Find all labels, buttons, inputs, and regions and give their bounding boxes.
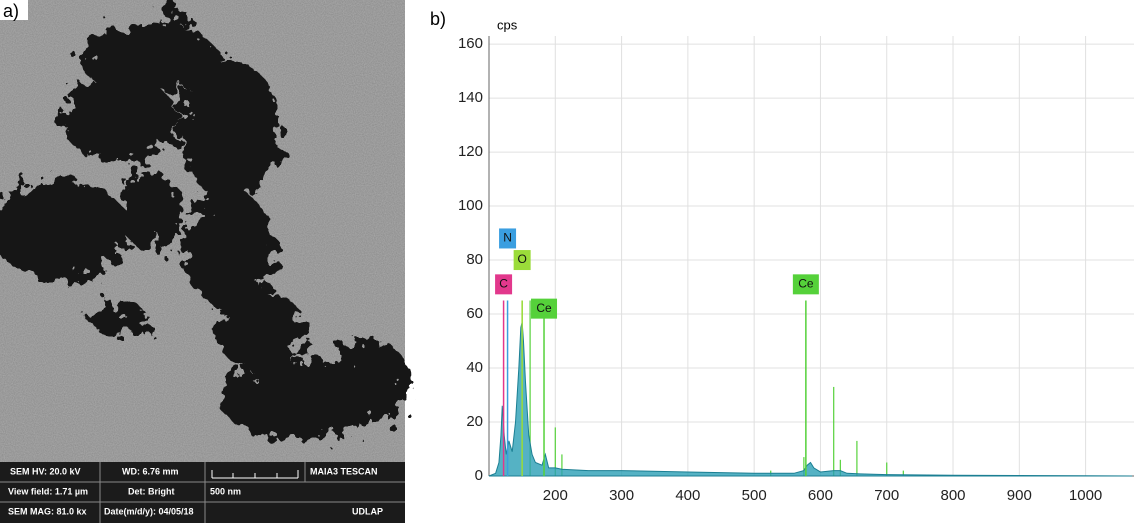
y-tick-label: 60 [466, 305, 483, 322]
x-tick-label: 200 [543, 487, 568, 504]
x-tick-label: 900 [1007, 487, 1032, 504]
element-tag [513, 250, 531, 271]
y-tick-label: 140 [458, 89, 483, 106]
y-tick-label: 40 [466, 359, 483, 376]
info-scale: 500 nm [210, 486, 241, 496]
x-tick-label: 500 [742, 487, 767, 504]
element-label: N [503, 231, 512, 245]
x-tick-label: 400 [675, 487, 700, 504]
element-label: C [499, 277, 508, 291]
y-tick-label: 80 [466, 251, 483, 268]
info-det: Det: Bright [128, 486, 175, 496]
spectrum-area [488, 322, 1133, 477]
info-view-field: View field: 1.71 µm [8, 486, 88, 496]
element-label: Ce [798, 277, 814, 291]
panel-label: b) [430, 9, 446, 29]
element-label: Ce [536, 301, 552, 315]
info-wd: WD: 6.76 mm [122, 466, 179, 476]
sem-image [0, 0, 410, 462]
y-tick-label: 0 [475, 467, 483, 484]
spectrum-chart: 0 20 40 60 80 100 120 140 160 200 300 400 500 600 700 8… [458, 17, 1134, 504]
element-label: O [517, 252, 526, 266]
element-tag [499, 228, 517, 249]
sem-info-bar: SEM HV: 20.0 kV WD: 6.76 mm MAIA3 TESCAN… [0, 462, 405, 523]
info-brand: MAIA3 TESCAN [310, 466, 378, 476]
plot-area [489, 36, 1134, 476]
x-tick-label: 800 [941, 487, 966, 504]
element-tag [792, 274, 819, 295]
info-lab: UDLAP [352, 506, 383, 516]
element-tag [495, 274, 513, 295]
panel-label: a) [3, 1, 19, 21]
info-mag: SEM MAG: 81.0 kx [8, 506, 87, 516]
y-axis-label: cps [497, 17, 518, 32]
x-tick-label: 1000 [1069, 487, 1102, 504]
element-tag [531, 298, 558, 319]
y-tick-label: 120 [458, 143, 483, 160]
x-tick-label: 600 [808, 487, 833, 504]
info-hv: SEM HV: 20.0 kV [10, 466, 81, 476]
y-tick-label: 160 [458, 35, 483, 52]
y-tick-label: 20 [466, 413, 483, 430]
info-date: Date(m/d/y): 04/05/18 [104, 506, 194, 516]
x-tick-label: 300 [609, 487, 634, 504]
x-tick-label: 700 [874, 487, 899, 504]
y-tick-label: 100 [458, 197, 483, 214]
